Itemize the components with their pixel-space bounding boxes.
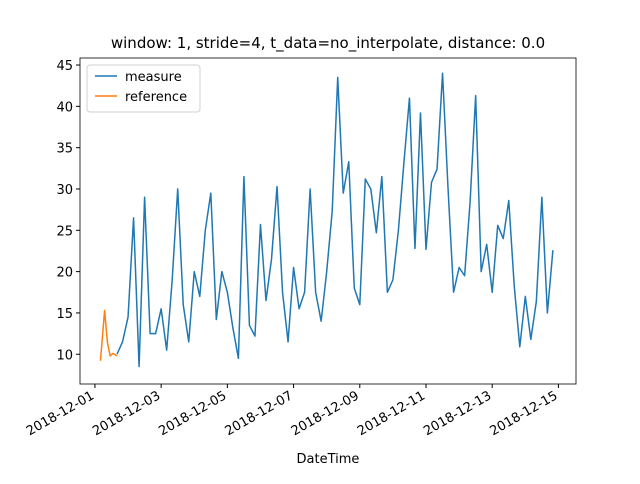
x-axis-label: DateTime bbox=[297, 452, 360, 467]
x-tick-label: 2018-12-07 bbox=[223, 388, 296, 439]
y-tick-label: 10 bbox=[56, 348, 73, 363]
chart-title: window: 1, stride=4, t_data=no_interpola… bbox=[111, 34, 545, 53]
y-tick-label: 45 bbox=[56, 59, 73, 74]
x-tick-label: 2018-12-11 bbox=[355, 388, 428, 439]
series-line bbox=[99, 309, 118, 361]
x-tick-label: 2018-12-05 bbox=[156, 388, 229, 439]
x-tick-label: 2018-12-09 bbox=[289, 388, 362, 439]
y-tick-label: 35 bbox=[56, 142, 73, 157]
x-tick-label: 2018-12-03 bbox=[90, 388, 163, 439]
legend: measure reference bbox=[86, 64, 201, 113]
y-tick-label: 25 bbox=[56, 224, 73, 239]
plot-frame bbox=[79, 57, 577, 385]
x-tick-label: 2018-12-01 bbox=[24, 388, 97, 439]
series-line bbox=[116, 72, 554, 368]
y-tick-label: 20 bbox=[56, 266, 73, 281]
legend-label: reference bbox=[125, 90, 187, 105]
x-tick-label: 2018-12-13 bbox=[421, 388, 494, 439]
legend-label: measure bbox=[125, 70, 182, 85]
y-tick-label: 40 bbox=[56, 100, 73, 115]
y-tick-label: 30 bbox=[56, 183, 73, 198]
x-tick-label: 2018-12-15 bbox=[487, 388, 560, 439]
y-tick-label: 15 bbox=[56, 307, 73, 322]
